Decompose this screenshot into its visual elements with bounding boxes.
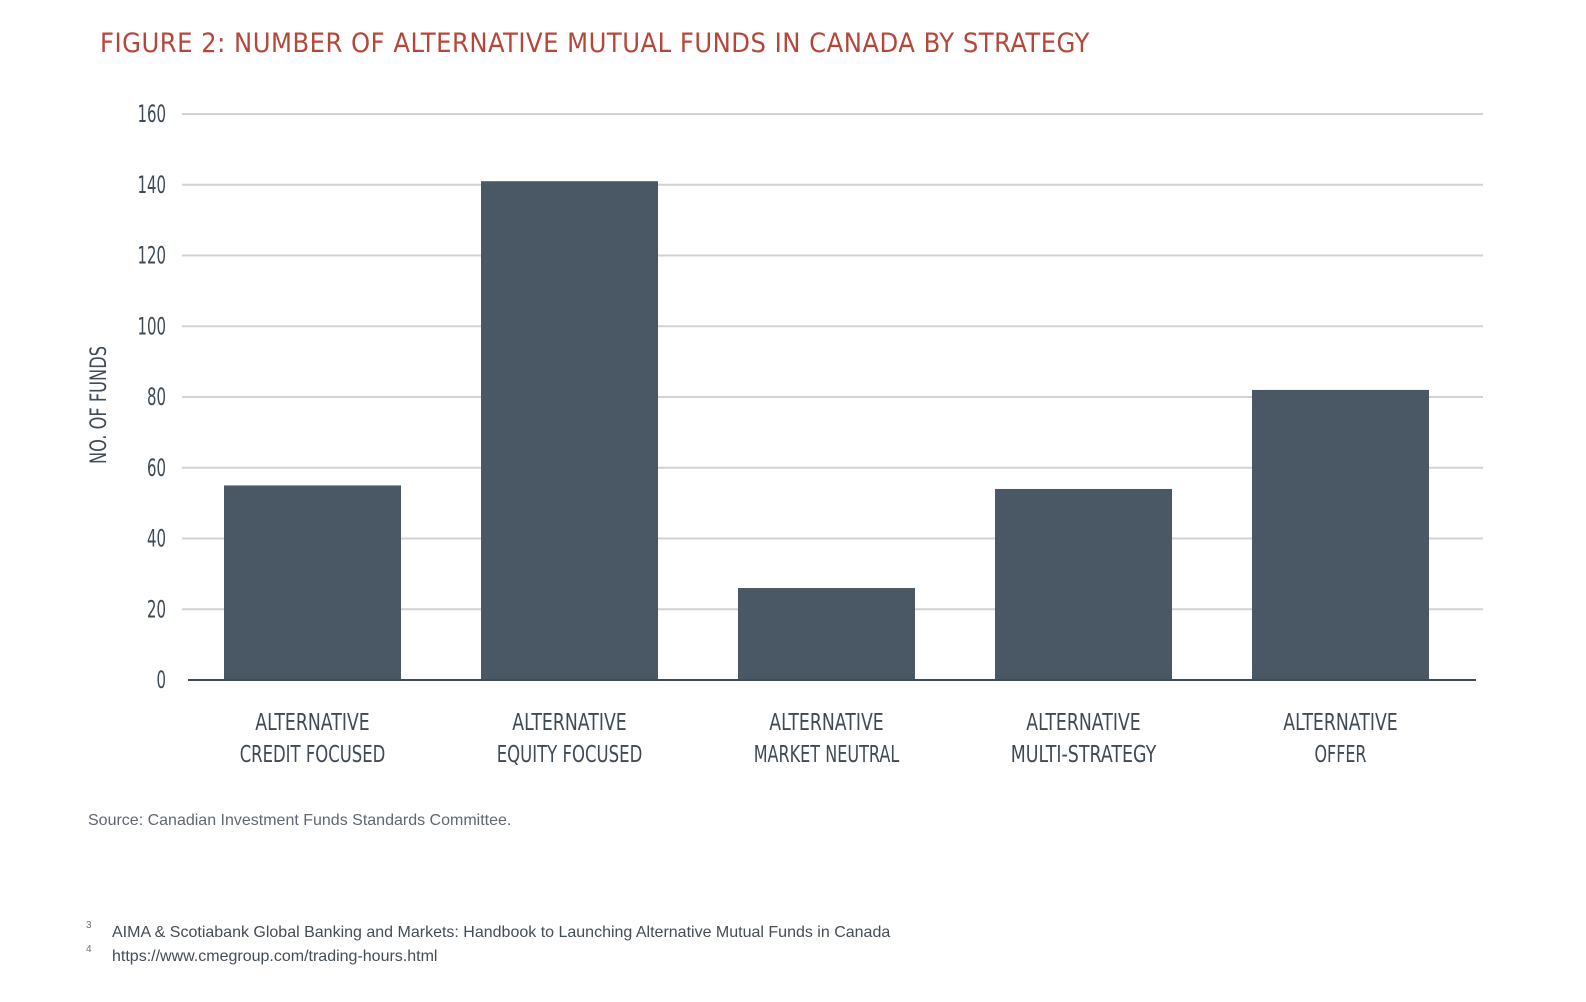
footnote-text: https://www.cmegroup.com/trading-hours.h… [112,948,438,965]
bar [738,588,915,680]
y-tick-label: 100 [138,312,167,340]
x-category-label: ALTERNATIVE [1283,710,1397,736]
y-tick-label: 40 [147,525,166,553]
y-axis-ticks: 0 20 40 60 80 100 120 140 160 [138,100,167,694]
x-axis-category-labels: ALTERNATIVE CREDIT FOCUSED ALTERNATIVE EQUI… [240,710,1398,768]
footnote-number: 4 [86,944,92,955]
x-category-label: ALTERNATIVE [512,710,626,736]
x-category-label: MARKET NEUTRAL [754,742,900,768]
y-tick-label: 120 [138,242,167,270]
bar [224,485,401,680]
bar-chart: 0 20 40 60 80 100 120 140 160 ALTERNATIVE CREDIT … [87,100,1483,768]
x-category-label: EQUITY FOCUSED [497,742,643,768]
bars [224,181,1429,680]
y-tick-label: 80 [147,383,166,411]
x-category-label: ALTERNATIVE [769,710,883,736]
x-category-label: CREDIT FOCUSED [240,742,386,768]
bar [1252,389,1429,680]
x-category-label: OFFER [1315,742,1367,768]
y-tick-label: 60 [147,454,166,482]
bar [481,181,658,680]
y-axis-title: NO. OF FUNDS [87,346,112,464]
x-category-label: MULTI-STRATEGY [1011,742,1157,768]
x-category-label: ALTERNATIVE [255,710,369,736]
figure-title: FIGURE 2: NUMBER OF ALTERNATIVE MUTUAL F… [100,28,1090,59]
footnote-number: 3 [86,920,92,931]
footnote-text: AIMA & Scotiabank Global Banking and Mar… [112,924,891,941]
y-tick-label: 20 [147,595,166,623]
y-tick-label: 160 [138,100,167,128]
bar [995,488,1172,680]
y-tick-label: 0 [157,666,167,694]
x-category-label: ALTERNATIVE [1026,710,1140,736]
y-tick-label: 140 [138,171,167,199]
source-note: Source: Canadian Investment Funds Standa… [88,812,512,829]
